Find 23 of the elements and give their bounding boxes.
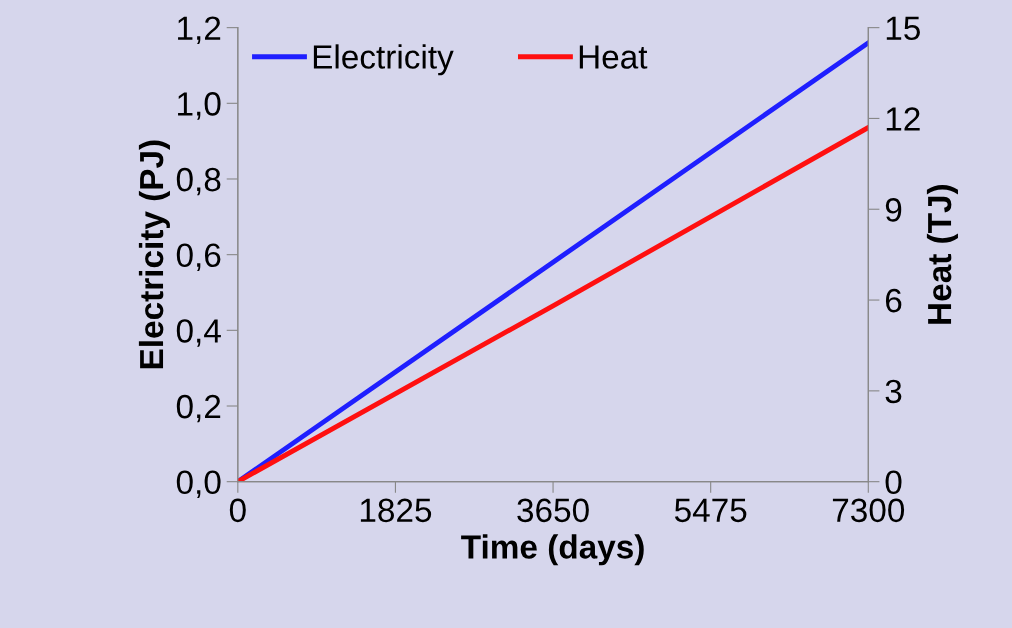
x-tick-label: 0 — [229, 498, 246, 523]
y-tick-label: 0,8 — [176, 167, 221, 196]
y2-tick-label: 9 — [885, 198, 902, 222]
y2-tick-label: 15 — [886, 16, 920, 41]
y-tick-label: 1,0 — [178, 92, 221, 120]
y-tick-label: 0,2 — [176, 394, 221, 423]
y2-tick-label: 6 — [885, 288, 902, 313]
y-tick-label: 0,0 — [176, 470, 221, 499]
y-tick-label: 0,6 — [176, 243, 221, 271]
y-axis-title: Electricity (PJ) — [138, 140, 170, 369]
legend-label: Electricity — [313, 44, 454, 76]
x-tick-label: 3650 — [517, 498, 589, 523]
legend-label: Heat — [579, 45, 648, 69]
y-tick-label: 0,4 — [176, 319, 221, 347]
x-axis-title: Time (days) — [461, 534, 644, 566]
y2-tick-label: 3 — [885, 379, 902, 404]
x-tick-label: 7300 — [832, 498, 905, 523]
x-tick-label: 1825 — [360, 498, 432, 523]
y2-tick-label: 12 — [886, 107, 920, 131]
y2-axis-title: Heat (TJ) — [926, 185, 958, 324]
y-tick-label: 1,2 — [178, 16, 221, 44]
y2-tick-label: 0 — [885, 470, 902, 495]
x-tick-label: 5475 — [674, 498, 747, 523]
